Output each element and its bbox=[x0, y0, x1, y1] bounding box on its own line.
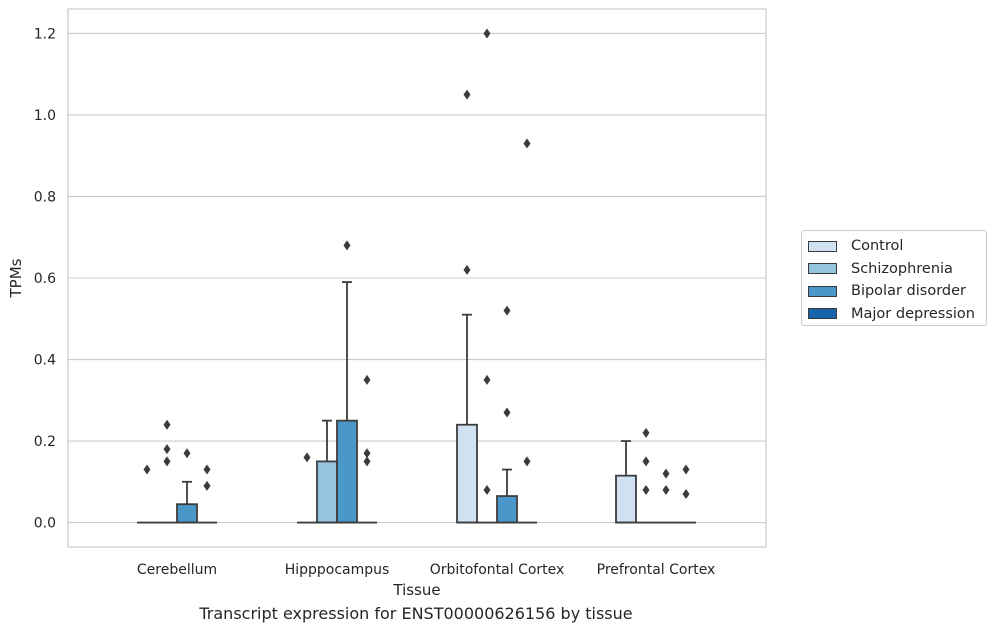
outlier-point bbox=[642, 456, 650, 467]
outlier-point bbox=[662, 484, 670, 495]
outlier-point bbox=[503, 305, 511, 316]
box-major-depression bbox=[517, 138, 537, 524]
box-body bbox=[496, 495, 518, 524]
chart-title: Transcript expression for ENST0000062615… bbox=[199, 604, 633, 623]
box-major-depression bbox=[676, 464, 696, 524]
legend-item-major-depression: Major depression bbox=[808, 303, 986, 326]
outlier-point bbox=[363, 448, 371, 459]
box-bipolar-disorder bbox=[336, 240, 358, 524]
outlier-point bbox=[163, 456, 171, 467]
legend-swatch-bipolar-disorder bbox=[808, 285, 837, 297]
outlier-point bbox=[143, 464, 151, 475]
y-tick-label: 0.6 bbox=[34, 271, 56, 287]
box-body bbox=[456, 423, 478, 524]
y-tick-label: 0.4 bbox=[34, 353, 56, 369]
legend-item-bipolar-disorder: Bipolar disorder bbox=[808, 280, 986, 303]
x-axis-label: Tissue bbox=[392, 581, 440, 599]
y-tick-labels: 0.0 0.2 0.4 0.6 0.8 1.0 1.2 bbox=[34, 26, 56, 531]
outlier-point bbox=[343, 240, 351, 251]
outlier-point bbox=[662, 468, 670, 479]
legend-swatch-control bbox=[808, 240, 837, 252]
box-body bbox=[316, 460, 338, 524]
outlier-point bbox=[523, 456, 531, 467]
outlier-point bbox=[682, 464, 690, 475]
legend-label-bipolar-disorder: Bipolar disorder bbox=[851, 283, 966, 300]
x-tick-label: Hipppocampus bbox=[285, 562, 390, 578]
outlier-point bbox=[503, 407, 511, 418]
outlier-point bbox=[163, 419, 171, 430]
x-tick-label: Cerebellum bbox=[137, 562, 217, 578]
box-bipolar-disorder bbox=[176, 448, 198, 524]
outlier-point bbox=[303, 452, 311, 463]
box-schizophrenia bbox=[636, 427, 656, 524]
outlier-point bbox=[483, 28, 491, 39]
outlier-point bbox=[642, 427, 650, 438]
legend-label-major-depression: Major depression bbox=[851, 305, 975, 322]
box-control bbox=[137, 464, 157, 524]
y-tick-label: 0.8 bbox=[34, 189, 56, 205]
outlier-point bbox=[363, 374, 371, 385]
outlier-point bbox=[642, 484, 650, 495]
outlier-point bbox=[163, 444, 171, 455]
box-schizophrenia bbox=[316, 419, 338, 524]
x-tick-label: Prefrontal Cortex bbox=[597, 562, 716, 578]
legend-swatch-schizophrenia bbox=[808, 263, 837, 275]
x-tick-label: Orbitofontal Cortex bbox=[430, 562, 565, 578]
plot-area-frame bbox=[67, 8, 767, 548]
x-tick-labels: Cerebellum Hipppocampus Orbitofontal Corte… bbox=[137, 562, 715, 578]
box-bipolar-disorder bbox=[496, 305, 518, 524]
y-tick-label: 0.2 bbox=[34, 434, 56, 450]
box-schizophrenia bbox=[157, 419, 177, 524]
box-control bbox=[297, 452, 317, 524]
box-bipolar-disorder bbox=[656, 468, 676, 524]
box-major-depression bbox=[197, 464, 217, 524]
outlier-point bbox=[183, 448, 191, 459]
y-tick-label: 1.2 bbox=[34, 26, 56, 42]
outlier-point bbox=[682, 489, 690, 500]
legend: Control Schizophrenia Bipolar disorder M… bbox=[801, 230, 987, 326]
outlier-point bbox=[483, 374, 491, 385]
box-body bbox=[336, 419, 358, 524]
y-tick-label: 1.0 bbox=[34, 108, 56, 124]
outlier-point bbox=[483, 484, 491, 495]
y-tick-label: 0.0 bbox=[34, 516, 56, 532]
outlier-point bbox=[463, 264, 471, 275]
box-control bbox=[456, 89, 478, 524]
box-control bbox=[615, 440, 637, 524]
outlier-point bbox=[463, 89, 471, 100]
box-body bbox=[615, 474, 637, 524]
legend-item-schizophrenia: Schizophrenia bbox=[808, 258, 986, 281]
y-axis-label: TPMs bbox=[7, 258, 25, 298]
outlier-point bbox=[523, 138, 531, 149]
outlier-point bbox=[203, 464, 211, 475]
legend-label-schizophrenia: Schizophrenia bbox=[851, 260, 953, 277]
box-body bbox=[176, 503, 198, 524]
box-major-depression bbox=[357, 374, 377, 524]
grid-lines bbox=[68, 32, 766, 524]
legend-label-control: Control bbox=[851, 238, 904, 255]
legend-swatch-major-depression bbox=[808, 308, 837, 320]
outlier-point bbox=[203, 480, 211, 491]
box-schizophrenia bbox=[477, 28, 497, 524]
boxes bbox=[137, 28, 696, 524]
legend-item-control: Control bbox=[808, 235, 986, 258]
outlier-point bbox=[363, 456, 371, 467]
